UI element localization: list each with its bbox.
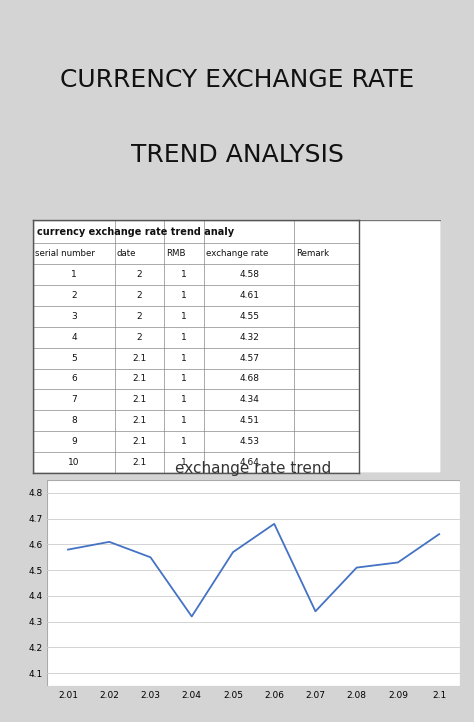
Text: 1: 1 xyxy=(181,354,187,362)
Text: 4.57: 4.57 xyxy=(239,354,259,362)
Text: 2: 2 xyxy=(137,312,142,321)
Text: 5: 5 xyxy=(71,354,77,362)
Text: 1: 1 xyxy=(181,396,187,404)
Text: exchange rate: exchange rate xyxy=(207,249,269,258)
Text: 2.1: 2.1 xyxy=(132,458,146,467)
Text: 1: 1 xyxy=(181,291,187,300)
Text: 2: 2 xyxy=(137,333,142,342)
Text: Remark: Remark xyxy=(296,249,329,258)
Text: 1: 1 xyxy=(181,333,187,342)
Text: 4.32: 4.32 xyxy=(239,333,259,342)
Text: 2: 2 xyxy=(137,270,142,279)
Text: 4: 4 xyxy=(71,333,77,342)
Text: 4.61: 4.61 xyxy=(239,291,259,300)
Text: 1: 1 xyxy=(181,458,187,467)
Text: CURRENCY EXCHANGE RATE: CURRENCY EXCHANGE RATE xyxy=(60,68,414,92)
Text: 4.51: 4.51 xyxy=(239,416,259,425)
Text: 1: 1 xyxy=(181,416,187,425)
Text: TREND ANALYSIS: TREND ANALYSIS xyxy=(130,143,344,168)
Text: 8: 8 xyxy=(71,416,77,425)
Text: 4.34: 4.34 xyxy=(239,396,259,404)
Text: 2.1: 2.1 xyxy=(132,416,146,425)
Text: 2: 2 xyxy=(137,291,142,300)
Text: 2.1: 2.1 xyxy=(132,396,146,404)
Title: exchange rate trend: exchange rate trend xyxy=(175,461,332,477)
Text: 6: 6 xyxy=(71,375,77,383)
Text: 10: 10 xyxy=(68,458,80,467)
Text: date: date xyxy=(117,249,136,258)
Text: 2.1: 2.1 xyxy=(132,354,146,362)
Text: 1: 1 xyxy=(71,270,77,279)
Text: 1: 1 xyxy=(181,375,187,383)
Text: currency exchange rate trend analy: currency exchange rate trend analy xyxy=(37,227,234,237)
Text: 2.1: 2.1 xyxy=(132,375,146,383)
Text: 4.58: 4.58 xyxy=(239,270,259,279)
Text: 4.53: 4.53 xyxy=(239,437,259,446)
Text: 9: 9 xyxy=(71,437,77,446)
Text: serial number: serial number xyxy=(35,249,95,258)
Text: 4.64: 4.64 xyxy=(239,458,259,467)
Text: 4.55: 4.55 xyxy=(239,312,259,321)
Text: 1: 1 xyxy=(181,270,187,279)
Text: 4.68: 4.68 xyxy=(239,375,259,383)
Text: 2: 2 xyxy=(71,291,77,300)
Text: 1: 1 xyxy=(181,437,187,446)
Text: RMB: RMB xyxy=(166,249,185,258)
Text: 3: 3 xyxy=(71,312,77,321)
Text: 1: 1 xyxy=(181,312,187,321)
Text: 2.1: 2.1 xyxy=(132,437,146,446)
Text: 7: 7 xyxy=(71,396,77,404)
